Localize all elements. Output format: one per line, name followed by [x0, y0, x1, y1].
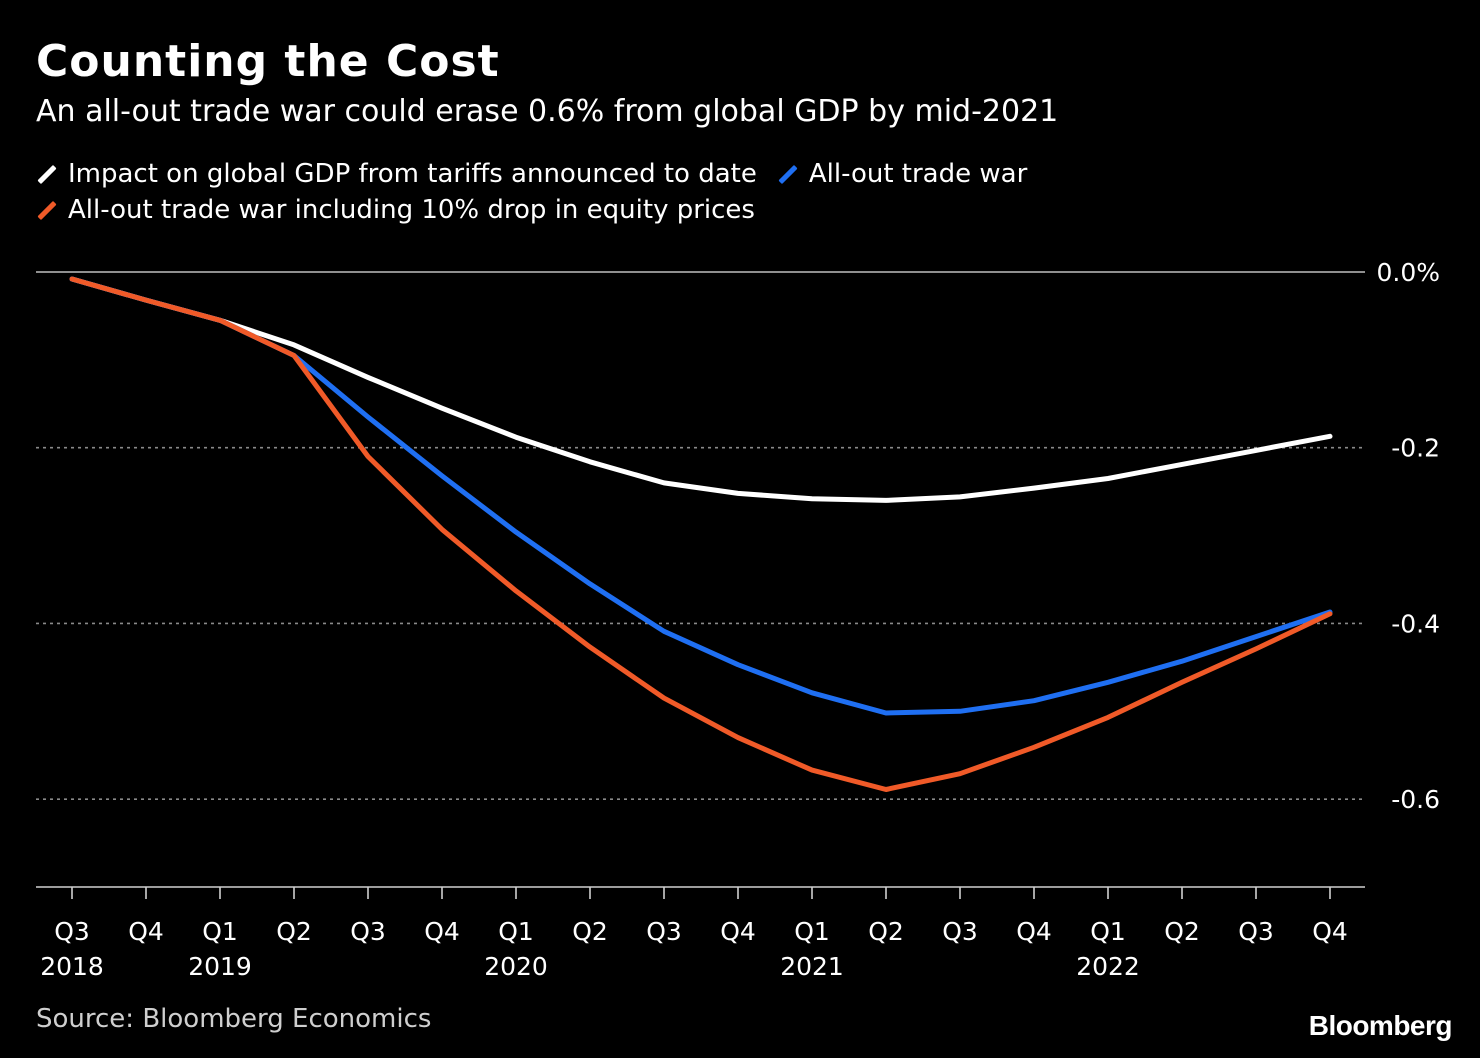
x-tick-label: Q4 — [1312, 917, 1348, 946]
legend-item-equity: All-out trade war including 10% drop in … — [36, 192, 755, 228]
y-tick-label: -0.6 — [1391, 785, 1440, 814]
x-year-label: 2020 — [484, 952, 548, 981]
y-tick-label: -0.4 — [1391, 609, 1440, 638]
x-tick-label: Q3 — [54, 917, 90, 946]
x-year-label: 2019 — [188, 952, 252, 981]
x-tick-label: Q2 — [1164, 917, 1200, 946]
x-year-label: 2022 — [1076, 952, 1140, 981]
legend-row-1: Impact on global GDP from tariffs announ… — [36, 156, 1236, 192]
x-tick-label: Q2 — [868, 917, 904, 946]
legend-item-tariffs: Impact on global GDP from tariffs announ… — [36, 156, 757, 192]
y-tick-label: 0.0% — [1376, 258, 1440, 287]
series-line-all-out — [69, 276, 1333, 716]
x-year-label: 2021 — [780, 952, 844, 981]
x-tick-label: Q1 — [202, 917, 238, 946]
x-tick-label: Q2 — [572, 917, 608, 946]
legend-item-all-out: All-out trade war — [777, 156, 1027, 192]
chart-title: Counting the Cost — [36, 36, 500, 87]
x-tick-label: Q3 — [942, 917, 978, 946]
source-note: Source: Bloomberg Economics — [36, 1004, 432, 1034]
x-tick-label: Q4 — [1016, 917, 1052, 946]
x-tick-label: Q1 — [1090, 917, 1126, 946]
x-tick-label: Q3 — [1238, 917, 1274, 946]
legend: Impact on global GDP from tariffs announ… — [36, 156, 1236, 228]
legend-label-equity: All-out trade war including 10% drop in … — [68, 195, 755, 225]
x-tick-label: Q4 — [128, 917, 164, 946]
x-year-label: 2018 — [40, 952, 104, 981]
legend-label-tariffs: Impact on global GDP from tariffs announ… — [68, 159, 757, 189]
x-tick-label: Q1 — [498, 917, 534, 946]
bloomberg-logo: Bloomberg — [1308, 1010, 1453, 1041]
series-line-tariffs — [69, 276, 1333, 503]
x-tick-label: Q4 — [424, 917, 460, 946]
series-line-equity — [69, 276, 1333, 792]
x-tick-label: Q3 — [350, 917, 386, 946]
x-tick-label: Q4 — [720, 917, 756, 946]
y-tick-label: -0.2 — [1391, 434, 1440, 463]
legend-label-all-out: All-out trade war — [808, 159, 1028, 189]
x-tick-label: Q2 — [276, 917, 312, 946]
x-tick-label: Q3 — [646, 917, 682, 946]
legend-row-2: All-out trade war including 10% drop in … — [36, 192, 1236, 228]
x-tick-label: Q1 — [794, 917, 830, 946]
chart-subtitle: An all-out trade war could erase 0.6% fr… — [36, 94, 1059, 129]
